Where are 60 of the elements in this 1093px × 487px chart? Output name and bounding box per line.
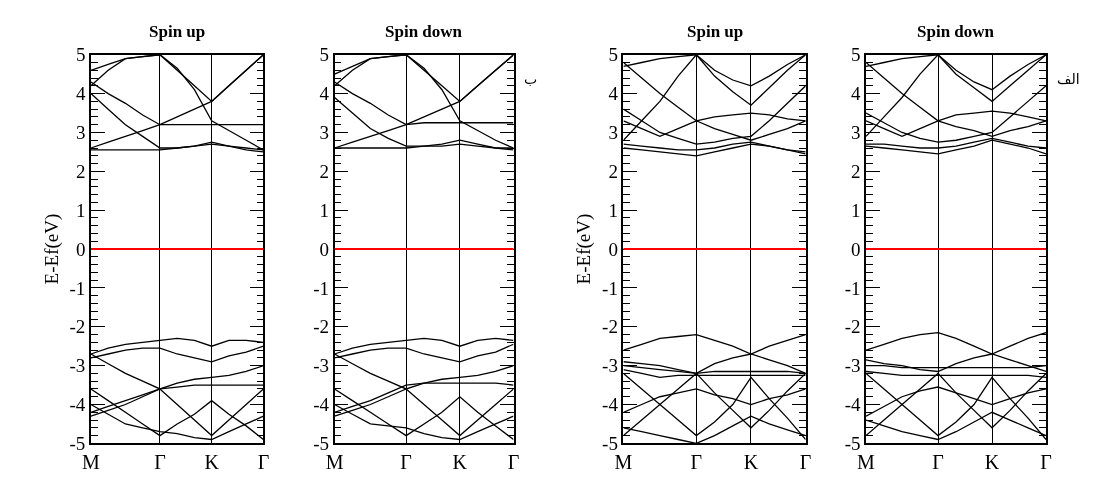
text: الف (1057, 71, 1080, 87)
y-tick-label: 4 (75, 83, 86, 105)
y-tick-label: 5 (850, 44, 861, 66)
chart-title: Spin up (687, 22, 744, 41)
y-tick-label: -2 (313, 316, 330, 338)
y-tick-label: 0 (608, 238, 618, 260)
y-tick-label: 2 (608, 160, 618, 182)
x-tick-label: K (984, 451, 1000, 474)
x-tick-label: Γ (799, 451, 812, 474)
y-tick-label: 2 (75, 160, 86, 182)
y-tick-label: 4 (850, 83, 861, 105)
y-tick-label: 4 (319, 83, 330, 105)
x-tick-label: Γ (507, 451, 520, 474)
text: ب (524, 71, 538, 87)
y-tick-label: 1 (608, 199, 618, 221)
y-tick-label: 0 (75, 238, 86, 260)
y-tick-label: -4 (602, 394, 619, 416)
y-tick-label: 3 (608, 122, 618, 144)
x-tick-label: Γ (690, 451, 703, 474)
y-tick-label: 5 (319, 44, 330, 66)
y-tick-label: 3 (75, 122, 86, 144)
y-tick-label: -4 (844, 394, 861, 416)
chart-title: Spin down (917, 22, 995, 41)
y-tick-label: 1 (850, 199, 861, 221)
y-tick-label: 5 (75, 44, 86, 66)
y-tick-label: 0 (850, 238, 861, 260)
y-tick-label: -1 (313, 277, 330, 299)
y-tick-label: -3 (844, 355, 861, 377)
y-tick-label: 4 (608, 83, 619, 105)
x-tick-label: Γ (257, 451, 270, 474)
x-tick-label: Γ (932, 451, 944, 474)
y-tick-label: -1 (844, 277, 861, 299)
y-tick-label: -4 (69, 394, 86, 416)
y-axis-title: E-Ef(eV) (40, 213, 63, 285)
y-axis-title: E-Ef(eV) (573, 213, 596, 285)
x-tick-label: Γ (400, 451, 412, 474)
x-tick-label: Γ (1040, 451, 1052, 474)
x-tick-label: Γ (154, 451, 166, 474)
y-tick-label: -1 (602, 277, 618, 299)
chart-title: Spin down (385, 22, 463, 41)
y-tick-label: 2 (850, 160, 861, 182)
y-tick-label: -2 (69, 316, 86, 338)
y-tick-label: 1 (319, 199, 330, 221)
y-tick-label: 2 (319, 160, 330, 182)
y-tick-label: -3 (313, 355, 330, 377)
y-tick-label: -2 (844, 316, 861, 338)
y-tick-label: -4 (313, 394, 330, 416)
y-tick-label: 3 (319, 122, 330, 144)
y-tick-label: -3 (69, 355, 86, 377)
y-tick-label: -3 (602, 355, 618, 377)
y-tick-label: 5 (608, 44, 618, 66)
y-tick-label: 1 (75, 199, 86, 221)
x-tick-label: K (743, 451, 759, 474)
y-tick-label: 3 (850, 122, 861, 144)
y-tick-label: -1 (69, 277, 86, 299)
y-tick-label: -2 (602, 316, 618, 338)
x-tick-label: K (452, 451, 468, 474)
chart-title: Spin up (149, 22, 206, 41)
y-tick-label: 0 (319, 238, 330, 260)
x-tick-label: K (204, 451, 220, 474)
